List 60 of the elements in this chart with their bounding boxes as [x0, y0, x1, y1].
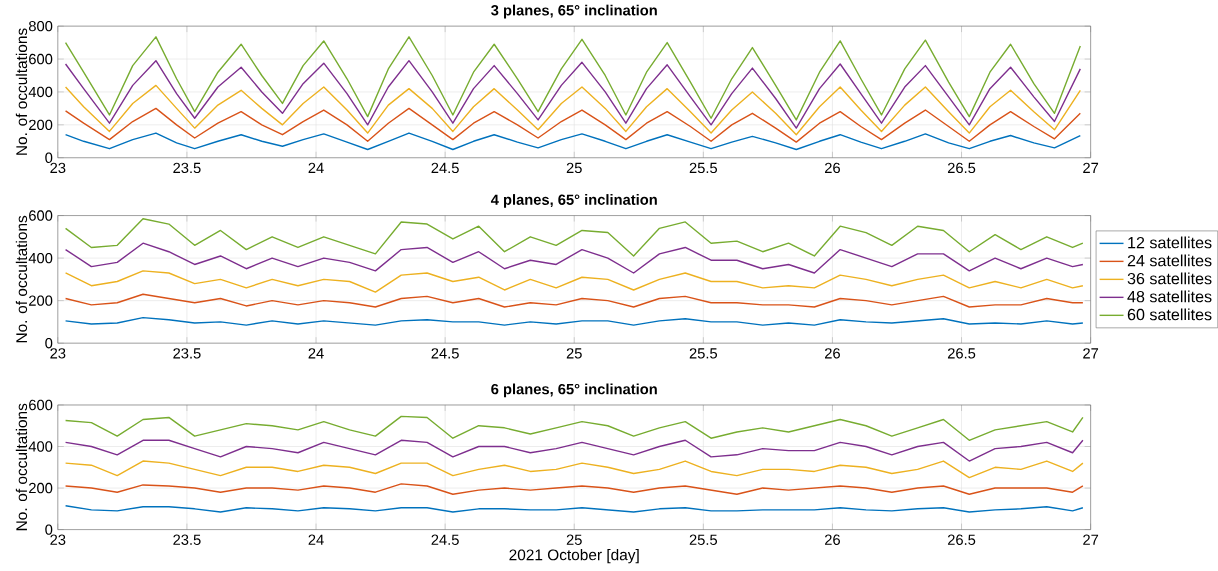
legend-label: 48 satellites: [1127, 290, 1212, 303]
x-tick-label: 23: [50, 347, 66, 359]
line-series: [64, 35, 1082, 121]
x-tick-label: 23.5: [173, 534, 201, 545]
x-tick-label: 24.5: [431, 347, 459, 359]
x-tick-label: 26.5: [947, 162, 976, 173]
y-axis-title: No. of occultations: [15, 403, 28, 530]
x-tick-label: 23.5: [173, 347, 201, 359]
y-tick-label: 200: [29, 295, 53, 306]
x-tick-label: 27: [1083, 534, 1099, 545]
x-tick-label: 26: [825, 347, 840, 359]
line-series: [64, 107, 1082, 143]
y-tick-label: 600: [29, 399, 53, 410]
legend-label: 24 satellites: [1127, 254, 1212, 267]
chart-title: 4 planes, 65° inclination: [490, 193, 657, 208]
line-series: [64, 269, 1084, 293]
y-tick-label: 800: [28, 20, 53, 32]
x-tick-label: 26.5: [947, 347, 976, 359]
y-axis-title: No. of occultations: [15, 28, 28, 155]
y-axis-title: No. of occultations: [15, 215, 28, 342]
x-tick-label: 26: [825, 534, 840, 545]
line-series: [64, 242, 1084, 274]
line-series: [64, 132, 1082, 150]
y-tick-label: 0: [45, 337, 53, 349]
x-tick-label: 25: [566, 534, 582, 545]
x-tick-label: 27: [1083, 347, 1099, 359]
x-tick-label: 23: [50, 534, 66, 545]
y-tick-label: 600: [29, 53, 53, 65]
legend-label: 12 satellites: [1128, 236, 1212, 249]
x-tick-label: 25: [566, 347, 582, 359]
line-series: [64, 59, 1082, 129]
y-tick-label: 400: [28, 252, 53, 264]
x-tick-label: 26.5: [947, 534, 976, 545]
chart-title: 3 planes, 65° inclination: [491, 4, 657, 19]
y-tick-label: 200: [29, 482, 53, 494]
x-tick-label: 25.5: [689, 347, 718, 359]
line-series: [64, 460, 1084, 479]
x-tick-label: 25.5: [689, 534, 718, 545]
y-tick-label: 600: [29, 210, 53, 221]
x-tick-label: 23: [50, 162, 66, 173]
legend-label: 60 satellites: [1127, 308, 1212, 321]
x-tick-label: 23.5: [173, 162, 201, 173]
x-axis-title: 2021 October [day]: [509, 548, 639, 564]
x-tick-label: 24.5: [431, 534, 459, 545]
y-tick-label: 0: [45, 152, 53, 163]
x-tick-label: 25: [566, 162, 582, 173]
x-tick-label: 24: [308, 162, 324, 173]
x-tick-label: 25.5: [689, 162, 718, 173]
legend-label: 36 satellites: [1127, 272, 1212, 285]
y-tick-label: 400: [28, 86, 53, 97]
chart-title: 6 planes, 65° inclination: [491, 383, 657, 397]
y-tick-label: 400: [28, 441, 53, 452]
y-tick-label: 0: [45, 524, 53, 535]
line-series: [64, 84, 1082, 136]
y-tick-label: 200: [29, 119, 53, 130]
x-tick-label: 27: [1083, 162, 1099, 173]
x-tick-label: 24.5: [431, 162, 459, 173]
x-tick-label: 24: [308, 347, 324, 359]
x-tick-label: 24: [308, 534, 324, 545]
x-tick-label: 26: [825, 162, 840, 173]
